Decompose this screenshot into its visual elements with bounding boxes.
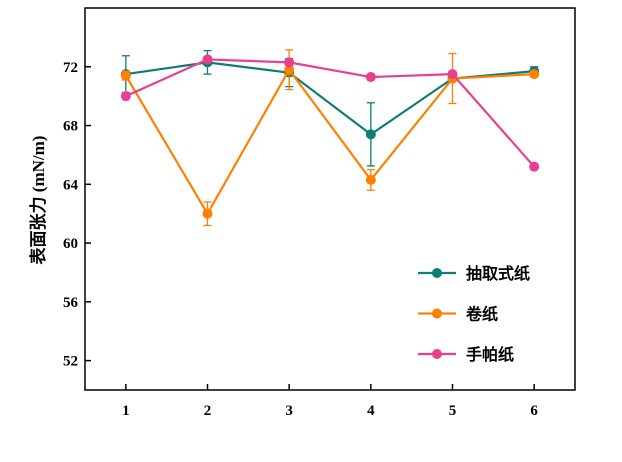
data-point xyxy=(365,174,376,185)
data-point xyxy=(120,91,131,102)
legend-label: 手帕纸 xyxy=(466,345,514,364)
data-point xyxy=(365,72,376,83)
legend-item: 卷纸 xyxy=(418,305,498,324)
y-tick-label: 52 xyxy=(63,354,78,370)
legend-marker xyxy=(432,268,442,278)
x-tick-label: 1 xyxy=(122,403,130,419)
y-tick-label: 60 xyxy=(63,236,78,252)
y-tick-label: 56 xyxy=(63,295,79,311)
data-point xyxy=(202,208,213,219)
data-point xyxy=(284,64,295,75)
y-axis-label: 表面张力 (mN/m) xyxy=(28,136,48,265)
data-point xyxy=(202,54,213,65)
y-tick-label: 64 xyxy=(63,177,79,193)
y-tick-label: 72 xyxy=(63,60,78,76)
data-point xyxy=(447,69,458,80)
data-point xyxy=(120,70,131,81)
plot-frame xyxy=(84,7,576,391)
x-tick-label: 5 xyxy=(449,403,457,419)
x-tick-label: 2 xyxy=(204,403,212,419)
x-tick-label: 4 xyxy=(367,403,375,419)
data-point xyxy=(529,161,540,172)
y-tick-label: 68 xyxy=(63,119,78,135)
legend-marker xyxy=(432,308,442,319)
data-point xyxy=(365,129,376,140)
series-1 xyxy=(120,49,540,227)
legend-marker xyxy=(432,349,442,359)
series-line xyxy=(124,67,535,216)
x-tick-label: 6 xyxy=(530,403,538,419)
legend-label: 卷纸 xyxy=(465,305,498,324)
data-point xyxy=(284,57,295,68)
data-point xyxy=(529,69,540,80)
x-tick-label: 3 xyxy=(285,403,293,419)
series-2 xyxy=(120,54,540,172)
legend-item: 抽取式纸 xyxy=(418,264,530,283)
series-0 xyxy=(120,49,540,167)
series-line xyxy=(125,58,535,168)
legend-label: 抽取式纸 xyxy=(466,264,530,283)
legend-item: 手帕纸 xyxy=(418,345,514,364)
